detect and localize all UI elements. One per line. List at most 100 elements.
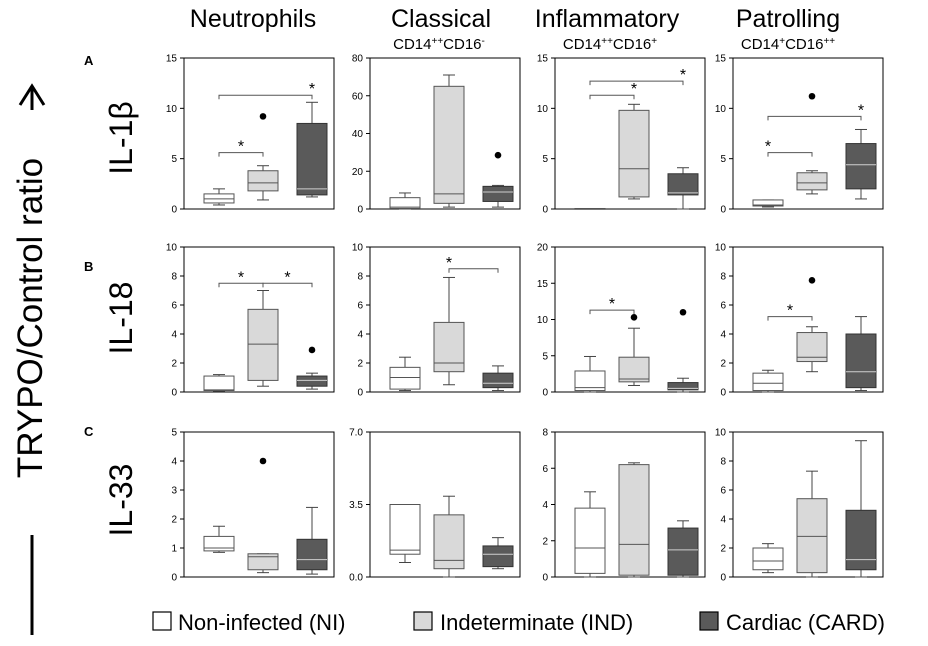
- significance-bracket: [262, 282, 313, 288]
- significance-bracket: [218, 152, 264, 157]
- box-ind: [618, 109, 650, 198]
- box-ni: [389, 366, 421, 390]
- column-title-classical: Classical: [391, 5, 491, 33]
- y-tick-label: 10: [715, 428, 727, 439]
- y-tick-label: 10: [166, 104, 178, 115]
- box-ind: [796, 172, 828, 191]
- y-tick-label: 15: [166, 54, 178, 65]
- box-ind: [433, 321, 465, 373]
- box-ni: [574, 370, 606, 392]
- significance-bracket: [767, 316, 813, 321]
- column-subtitle-inflammatory: CD14++CD16+: [563, 36, 657, 54]
- y-tick-label: 1: [171, 544, 177, 555]
- y-tick-label: 0: [720, 388, 726, 399]
- box-card: [482, 372, 514, 389]
- y-tick-label: 40: [352, 129, 364, 140]
- significance-bracket: [589, 80, 684, 86]
- y-tick-label: 0: [542, 573, 548, 584]
- y-tick-label: 0: [542, 388, 548, 399]
- y-tick-label: 5: [542, 351, 548, 362]
- y-tick-label: 0: [720, 573, 726, 584]
- significance-star: *: [680, 67, 686, 84]
- box-ni: [389, 504, 421, 555]
- box-ni: [203, 375, 235, 392]
- panel-0-1: 0 20 40 60 80: [352, 54, 521, 216]
- box-ind: [247, 553, 279, 571]
- column-title-neutrophils: Neutrophils: [190, 5, 316, 33]
- y-axis-label: TRYPO/Control ratio: [11, 158, 50, 478]
- legend-label-ni: Non-infected (NI): [178, 610, 346, 635]
- legend: Non-infected (NI) Indeterminate (IND) Ca…: [152, 610, 885, 635]
- box-card: [482, 185, 514, 202]
- y-tick-label: 0: [720, 205, 726, 216]
- panel-1-0: 0 2 4 6 8 10 * *: [166, 243, 335, 399]
- y-tick-label: 6: [542, 464, 548, 475]
- significance-bracket: [589, 94, 635, 100]
- y-tick-label: 6: [720, 486, 726, 497]
- y-tick-label: 2: [542, 536, 548, 547]
- box-ni: [752, 547, 784, 571]
- panel-2-1: 0.0 3.5 7.0: [349, 428, 521, 584]
- box-card: [296, 122, 328, 196]
- y-tick-label: 0: [542, 205, 548, 216]
- y-axis-label-group: TRYPO/Control ratio: [11, 83, 50, 635]
- box-card: [296, 375, 328, 387]
- panel-0-0: 0 5 10 15 * *: [166, 54, 335, 216]
- y-tick-label: 6: [171, 301, 177, 312]
- significance-bracket: [448, 268, 499, 273]
- panel-1-1: 0 2 4 6 8 10 *: [352, 243, 521, 399]
- panel-letter-c: C: [84, 424, 94, 439]
- y-tick-label: 0: [171, 205, 177, 216]
- legend-swatch-ind: [413, 611, 433, 631]
- y-tick-label: 3.5: [349, 500, 363, 511]
- y-tick-label: 10: [715, 243, 727, 254]
- y-tick-label: 15: [537, 279, 549, 290]
- significance-bracket: [767, 115, 862, 121]
- legend-swatch-card: [699, 611, 719, 631]
- panel-letter-b: B: [84, 259, 93, 274]
- y-tick-label: 8: [357, 272, 363, 283]
- box-ind: [618, 464, 650, 576]
- y-tick-label: 10: [715, 104, 727, 115]
- plot-frame: [183, 246, 335, 393]
- column-subtitle-patrolling: CD14+CD16++: [741, 36, 835, 54]
- outlier-point: [308, 346, 316, 354]
- panel-0-2: 0 5 10 15 * *: [537, 54, 706, 216]
- row-label-il33: IL-33: [103, 464, 139, 537]
- significance-star: *: [787, 303, 793, 320]
- panel-2-2: 0 2 4 6 8: [542, 428, 706, 584]
- y-tick-label: 5: [542, 154, 548, 165]
- outlier-point: [494, 151, 502, 159]
- y-tick-label: 2: [171, 515, 177, 526]
- box-ind: [247, 308, 279, 381]
- box-ind: [796, 498, 828, 574]
- significance-star: *: [631, 81, 637, 98]
- y-tick-label: 4: [357, 330, 363, 341]
- plot-frame: [554, 57, 706, 210]
- panel-letter-a: A: [84, 53, 94, 68]
- box-ni: [203, 193, 235, 204]
- box-card: [482, 545, 514, 568]
- y-axis-arrow-head: [18, 83, 46, 106]
- significance-star: *: [609, 296, 615, 313]
- panel-2-3: 0 2 4 6 8 10: [715, 428, 884, 584]
- plot-frame: [183, 57, 335, 210]
- y-tick-label: 20: [352, 167, 364, 178]
- y-tick-label: 6: [357, 301, 363, 312]
- y-tick-label: 2: [357, 359, 363, 370]
- box-ind: [433, 514, 465, 570]
- outlier-point: [630, 314, 638, 321]
- column-title-inflammatory: Inflammatory: [535, 5, 680, 33]
- y-tick-label: 4: [720, 330, 726, 341]
- box-ind: [618, 356, 650, 383]
- y-tick-label: 8: [171, 272, 177, 283]
- y-tick-label: 15: [715, 54, 727, 65]
- y-tick-label: 80: [352, 54, 364, 65]
- plot-frame: [732, 246, 884, 393]
- outlier-point: [259, 457, 267, 465]
- y-tick-label: 10: [537, 104, 549, 115]
- panel-2-0: 0 1 2 3 4 5: [171, 428, 335, 584]
- box-ind: [433, 85, 465, 204]
- outlier-point: [808, 92, 816, 100]
